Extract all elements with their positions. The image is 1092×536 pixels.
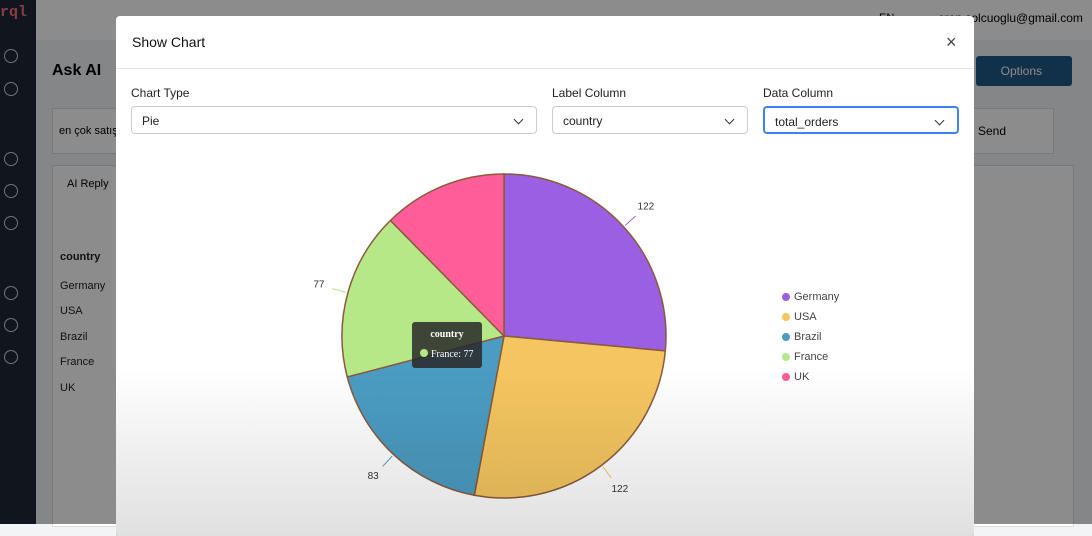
- fade: [116, 366, 974, 536]
- pie-slice: [346, 334, 505, 497]
- data-label: 77: [313, 280, 325, 291]
- label-column-select[interactable]: country: [552, 106, 748, 134]
- legend-label: UK: [794, 371, 810, 383]
- field-label: Label Column: [552, 86, 627, 100]
- legend-label: Germany: [794, 291, 840, 303]
- close-button[interactable]: ×: [946, 32, 957, 52]
- legend-swatch: [782, 353, 790, 361]
- send-button[interactable]: Send: [978, 124, 1007, 138]
- tooltip-text: France: 77: [420, 349, 482, 360]
- select-value: Pie: [142, 114, 160, 128]
- data-label: 122: [638, 201, 655, 212]
- nav-icon[interactable]: [4, 216, 18, 230]
- nav-icon[interactable]: [4, 49, 18, 63]
- nav-icon[interactable]: [4, 82, 18, 96]
- select-value: total_orders: [775, 115, 839, 129]
- legend-swatch: [782, 333, 790, 341]
- page: rql EN eren.solcuoglu@gmail.com Ask AI O…: [0, 0, 1092, 524]
- nav-icon[interactable]: [4, 350, 18, 364]
- table-cell: Brazil: [60, 331, 88, 343]
- table-cell: UK: [60, 382, 76, 394]
- pie-slice: [503, 173, 667, 352]
- tooltip-title: country: [430, 329, 464, 340]
- tooltip-value: France: 77: [431, 349, 474, 360]
- field-label: Data Column: [763, 86, 834, 100]
- data-label: 122: [611, 484, 628, 495]
- legend-swatch: [782, 373, 790, 381]
- nav-icon[interactable]: [4, 318, 18, 332]
- legend-swatch: [782, 313, 790, 321]
- leader-line: [624, 215, 636, 226]
- table-cell: France: [60, 356, 95, 368]
- nav-icon[interactable]: [4, 152, 18, 166]
- options-button[interactable]: Options: [976, 56, 1072, 86]
- modal: Show Chart × Chart Type Pie Label Column…: [116, 16, 974, 536]
- legend-label: USA: [794, 311, 817, 323]
- logo: rql: [0, 4, 28, 21]
- sidebar: rql: [0, 0, 36, 524]
- page-title: Ask AI: [52, 62, 102, 79]
- legend-label: France: [794, 351, 828, 363]
- data-label: 83: [368, 471, 380, 482]
- leader-line: [602, 466, 612, 479]
- tooltip-swatch: [420, 349, 428, 357]
- select-value: country: [563, 114, 603, 128]
- modal-title: Show Chart: [132, 34, 206, 50]
- tooltip: country France: 77: [412, 322, 482, 368]
- nav-icon[interactable]: [4, 286, 18, 300]
- pie-slice: [389, 173, 505, 338]
- leader-line: [382, 455, 393, 467]
- data-column-select[interactable]: total_orders: [763, 106, 959, 134]
- field-label: Chart Type: [131, 86, 190, 100]
- nav-icon[interactable]: [4, 184, 18, 198]
- pie-slice: [473, 335, 667, 499]
- chart-type-select[interactable]: Pie: [131, 106, 537, 134]
- table-cell: USA: [60, 305, 83, 317]
- reply-tab[interactable]: AI Reply: [67, 178, 109, 190]
- leader-line: [332, 288, 347, 293]
- table-header: country: [60, 251, 101, 263]
- user-email[interactable]: eren.solcuoglu@gmail.com: [938, 11, 1083, 25]
- query-text: en çok satış: [59, 125, 118, 137]
- divider: [116, 68, 974, 69]
- table-cell: Germany: [60, 280, 106, 292]
- legend-label: Brazil: [794, 331, 822, 343]
- legend-swatch: [782, 293, 790, 301]
